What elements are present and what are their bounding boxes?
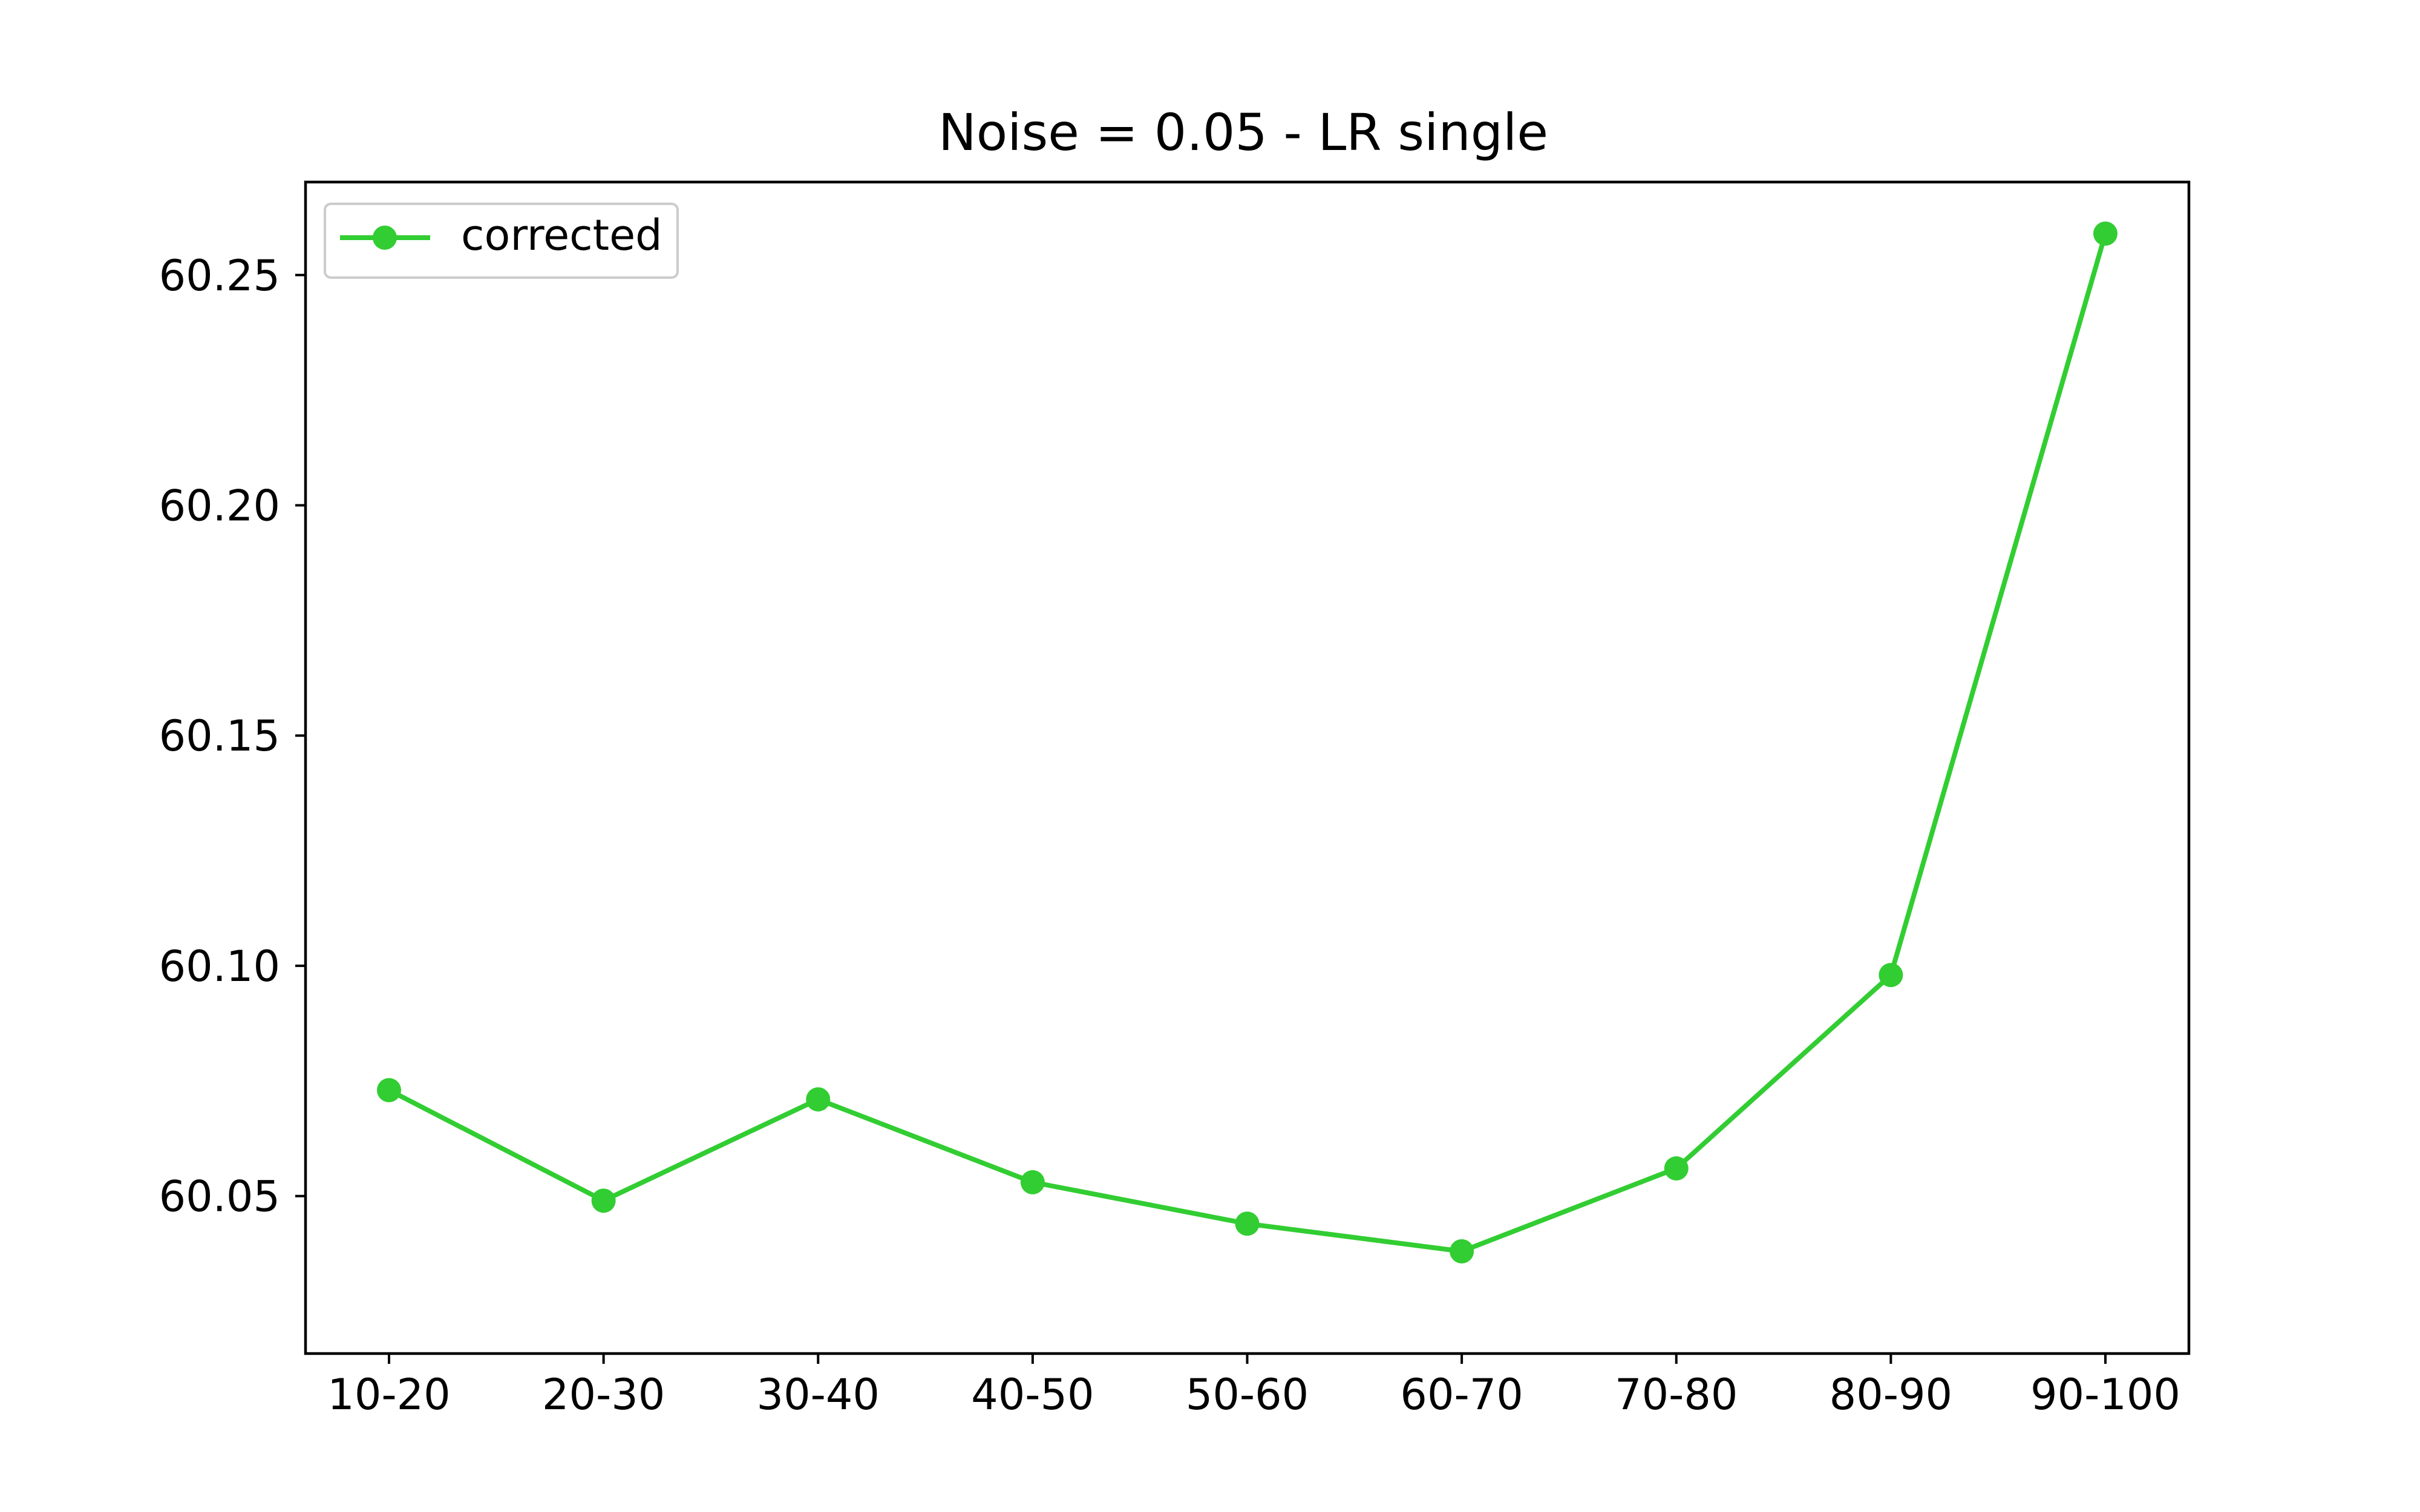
- chart-title: Noise = 0.05 - LR single: [938, 103, 1548, 162]
- legend: corrected: [324, 203, 679, 279]
- data-point: [1235, 1211, 1260, 1236]
- data-point: [806, 1087, 831, 1112]
- y-tick-label: 60.20: [159, 481, 280, 531]
- y-tick-label: 60.10: [159, 942, 280, 991]
- x-tick-label: 10-20: [327, 1370, 450, 1419]
- data-point: [591, 1188, 616, 1213]
- x-tick-label: 60-70: [1400, 1370, 1523, 1419]
- data-point: [2093, 221, 2118, 246]
- x-tick-label: 70-80: [1615, 1370, 1738, 1419]
- x-tick-label: 80-90: [1830, 1370, 1952, 1419]
- x-tick-label: 30-40: [757, 1370, 880, 1419]
- y-tick-label: 60.05: [159, 1172, 280, 1222]
- y-tick-label: 60.15: [159, 711, 280, 761]
- plot-area: [377, 221, 2118, 1263]
- legend-marker-swatch: [373, 226, 397, 250]
- data-point: [377, 1078, 401, 1103]
- legend-frame: [324, 203, 679, 279]
- data-point: [1664, 1156, 1689, 1181]
- y-axis: 60.05 60.10 60.15 60.20 60.25: [159, 251, 306, 1222]
- data-point: [1879, 963, 1903, 988]
- x-tick-label: 50-60: [1186, 1370, 1309, 1419]
- plot-frame: [304, 180, 2191, 1355]
- data-point: [1020, 1170, 1045, 1194]
- legend-label: corrected: [461, 210, 662, 260]
- x-tick-label: 90-100: [2030, 1370, 2180, 1419]
- x-axis: 10-20 20-30 30-40 40-50 50-60 60-70 70-80 80-90…: [327, 1354, 2180, 1419]
- x-tick-label: 20-30: [542, 1370, 665, 1419]
- x-tick-label: 40-50: [971, 1370, 1094, 1419]
- y-tick-label: 60.25: [159, 251, 280, 301]
- data-point: [1450, 1239, 1474, 1263]
